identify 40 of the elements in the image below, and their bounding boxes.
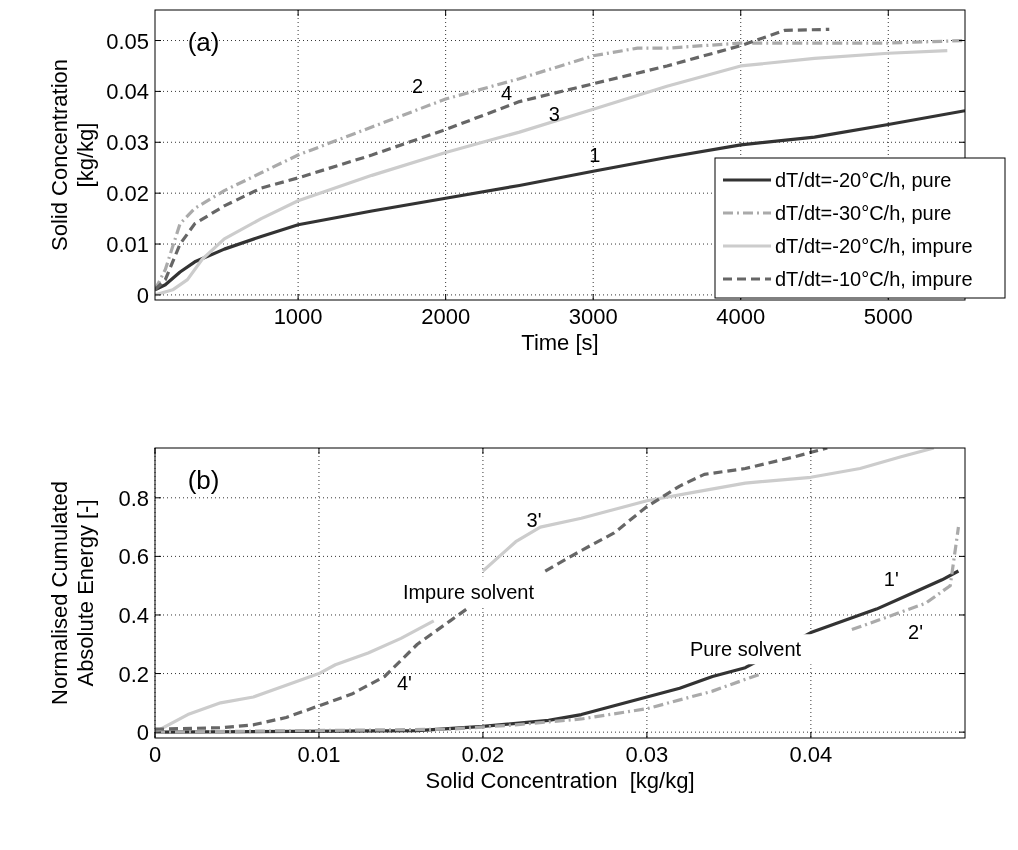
annotation: 1 [589, 144, 601, 166]
x-tick-label: 0.04 [789, 742, 833, 767]
y-tick-label: 0.04 [106, 79, 149, 105]
y-axis-title: Normalised Cumulated Absolute Energy [-] [47, 481, 98, 705]
x-tick-label: 1000 [273, 304, 323, 329]
x-tick-label: 0.01 [297, 742, 341, 767]
annotation: 2 [411, 75, 423, 98]
y-tick-label: 0.6 [118, 544, 149, 570]
y-tick-label: 0.03 [106, 130, 149, 156]
legend-label: dT/dt=-20°C/h, pure [775, 169, 952, 191]
y-tick-label: 0 [136, 282, 149, 308]
annotation: 3' [526, 508, 542, 531]
y-axis-title: Solid Concentration [kg/kg] [47, 58, 98, 252]
annotation: 2' [908, 620, 924, 643]
annotation: 4' [397, 672, 412, 695]
legend-label: dT/dt=-10°C/h, impure [775, 268, 973, 290]
x-tick-label: 0.02 [461, 742, 505, 767]
y-tick-label: 0.2 [118, 661, 149, 687]
y-tick-label: 0.01 [106, 232, 149, 258]
annotation: Impure solvent [402, 580, 535, 603]
annotation: 4 [500, 81, 513, 104]
x-axis-title: Solid Concentration [kg/kg] [425, 768, 695, 793]
y-tick-label: 0.02 [106, 181, 149, 207]
annotation: Pure solvent [689, 638, 802, 661]
x-tick-label: 4000 [716, 304, 766, 329]
x-tick-label: 5000 [863, 304, 913, 329]
annotation: (b) [187, 465, 220, 495]
legend-label: dT/dt=-20°C/h, impure [775, 235, 973, 257]
x-tick-label: 2000 [421, 304, 471, 329]
y-tick-label: 0.05 [106, 28, 149, 54]
y-tick-label: 0 [136, 720, 149, 746]
x-tick-label: 0.03 [625, 742, 669, 767]
x-axis-title: Time [s] [521, 330, 599, 355]
annotation: 1' [883, 567, 899, 590]
y-tick-label: 0.4 [118, 602, 149, 628]
annotation: (a) [187, 27, 220, 57]
legend-label: dT/dt=-30°C/h, pure [775, 202, 952, 224]
annotation: 3 [548, 103, 560, 126]
x-tick-label: 3000 [568, 304, 618, 329]
y-tick-label: 0.8 [118, 485, 149, 511]
